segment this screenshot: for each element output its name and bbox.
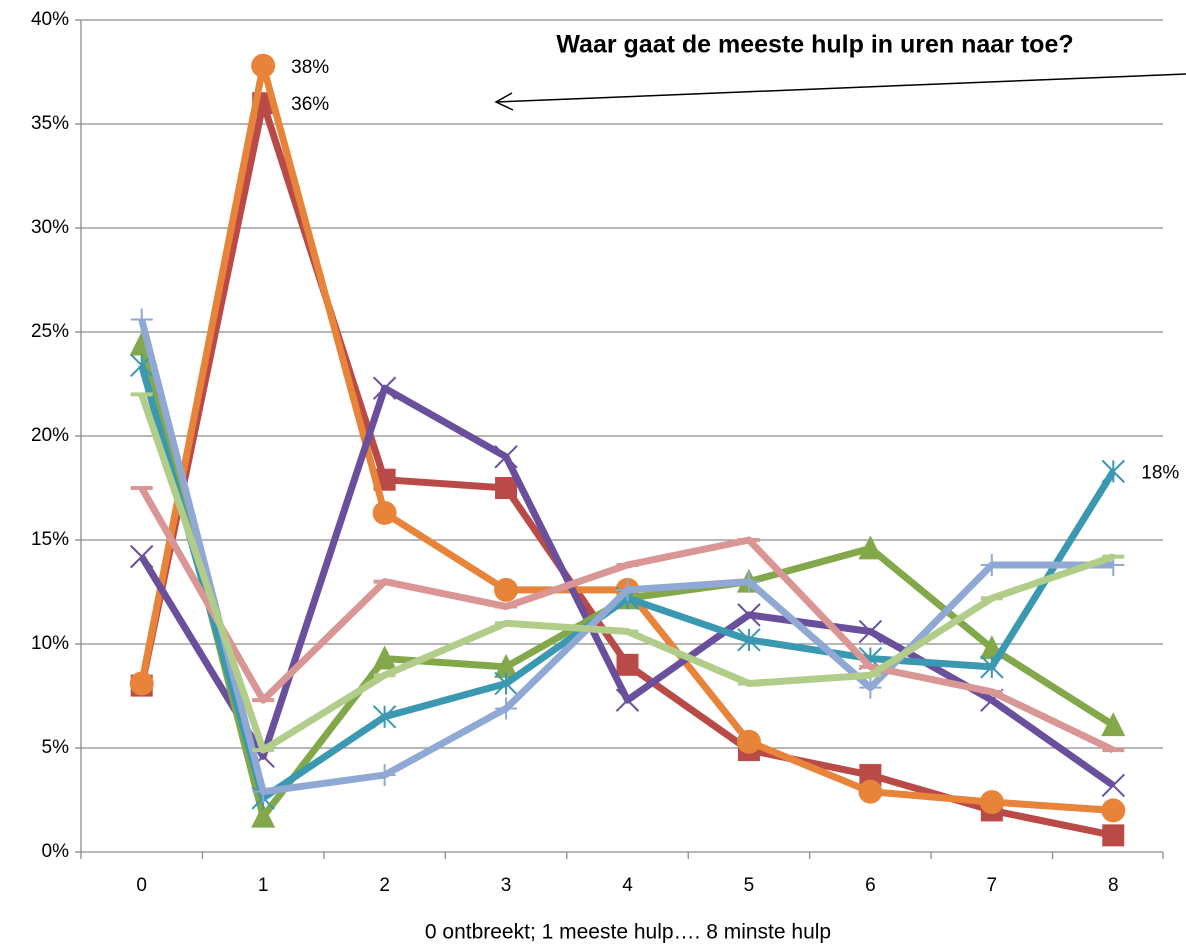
chart-title: Waar gaat de meeste hulp in uren naar to…	[556, 31, 1073, 59]
x-tick-label: 5	[744, 875, 755, 896]
marker	[859, 676, 882, 699]
x-tick-label: 7	[987, 875, 998, 896]
marker	[1101, 459, 1125, 484]
annotation-arrow	[494, 73, 1186, 111]
x-tick-label: 8	[1108, 875, 1119, 896]
x-tick-label: 2	[379, 875, 390, 896]
marker	[372, 376, 397, 400]
marker	[1102, 824, 1125, 847]
data-label: 38%	[291, 57, 329, 78]
marker	[980, 655, 1004, 679]
marker	[495, 477, 518, 499]
marker	[736, 729, 761, 754]
series-line	[138, 99, 1114, 839]
x-axis-label: 0 ontbreekt; 1 meeste hulp…. 8 minste hu…	[425, 921, 831, 944]
marker	[372, 500, 397, 525]
marker	[495, 697, 518, 720]
marker	[859, 764, 882, 787]
y-tick-label: 20%	[31, 425, 69, 446]
marker	[251, 53, 276, 78]
marker	[129, 671, 154, 696]
marker	[130, 544, 154, 569]
marker	[252, 780, 275, 803]
marker	[373, 764, 396, 787]
y-tick-label: 15%	[31, 529, 69, 550]
marker	[494, 671, 518, 696]
marker	[494, 653, 519, 678]
marker	[980, 553, 1003, 576]
marker	[737, 603, 761, 627]
marker	[494, 577, 519, 602]
x-tick-label: 1	[258, 875, 269, 896]
x-tick-label: 0	[136, 875, 147, 896]
series-line	[138, 486, 1115, 754]
marker	[979, 790, 1004, 815]
y-tick-label: 10%	[31, 633, 69, 654]
marker	[858, 619, 883, 644]
data-label: 36%	[291, 94, 329, 115]
marker	[615, 688, 640, 712]
marker	[858, 779, 883, 804]
marker	[372, 645, 397, 670]
marker	[616, 653, 639, 676]
y-tick-label: 5%	[42, 737, 70, 758]
x-tick-label: 6	[865, 875, 876, 896]
marker	[737, 570, 760, 593]
y-tick-label: 30%	[31, 217, 69, 238]
y-tick-label: 40%	[31, 9, 69, 30]
marker	[251, 803, 276, 828]
marker	[1101, 712, 1126, 737]
data-label: 18%	[1141, 462, 1179, 483]
marker	[737, 628, 761, 652]
marker	[494, 445, 518, 469]
x-tick-label: 4	[622, 875, 633, 896]
marker	[616, 578, 639, 601]
x-tick-label: 3	[501, 875, 512, 896]
marker	[1101, 773, 1125, 798]
y-tick-label: 35%	[31, 113, 69, 134]
marker	[858, 535, 883, 560]
marker	[130, 308, 153, 331]
marker	[372, 705, 397, 729]
series-line	[138, 318, 1114, 796]
marker	[1101, 798, 1126, 823]
y-tick-label: 25%	[31, 321, 69, 342]
y-tick-label: 0%	[42, 841, 70, 862]
